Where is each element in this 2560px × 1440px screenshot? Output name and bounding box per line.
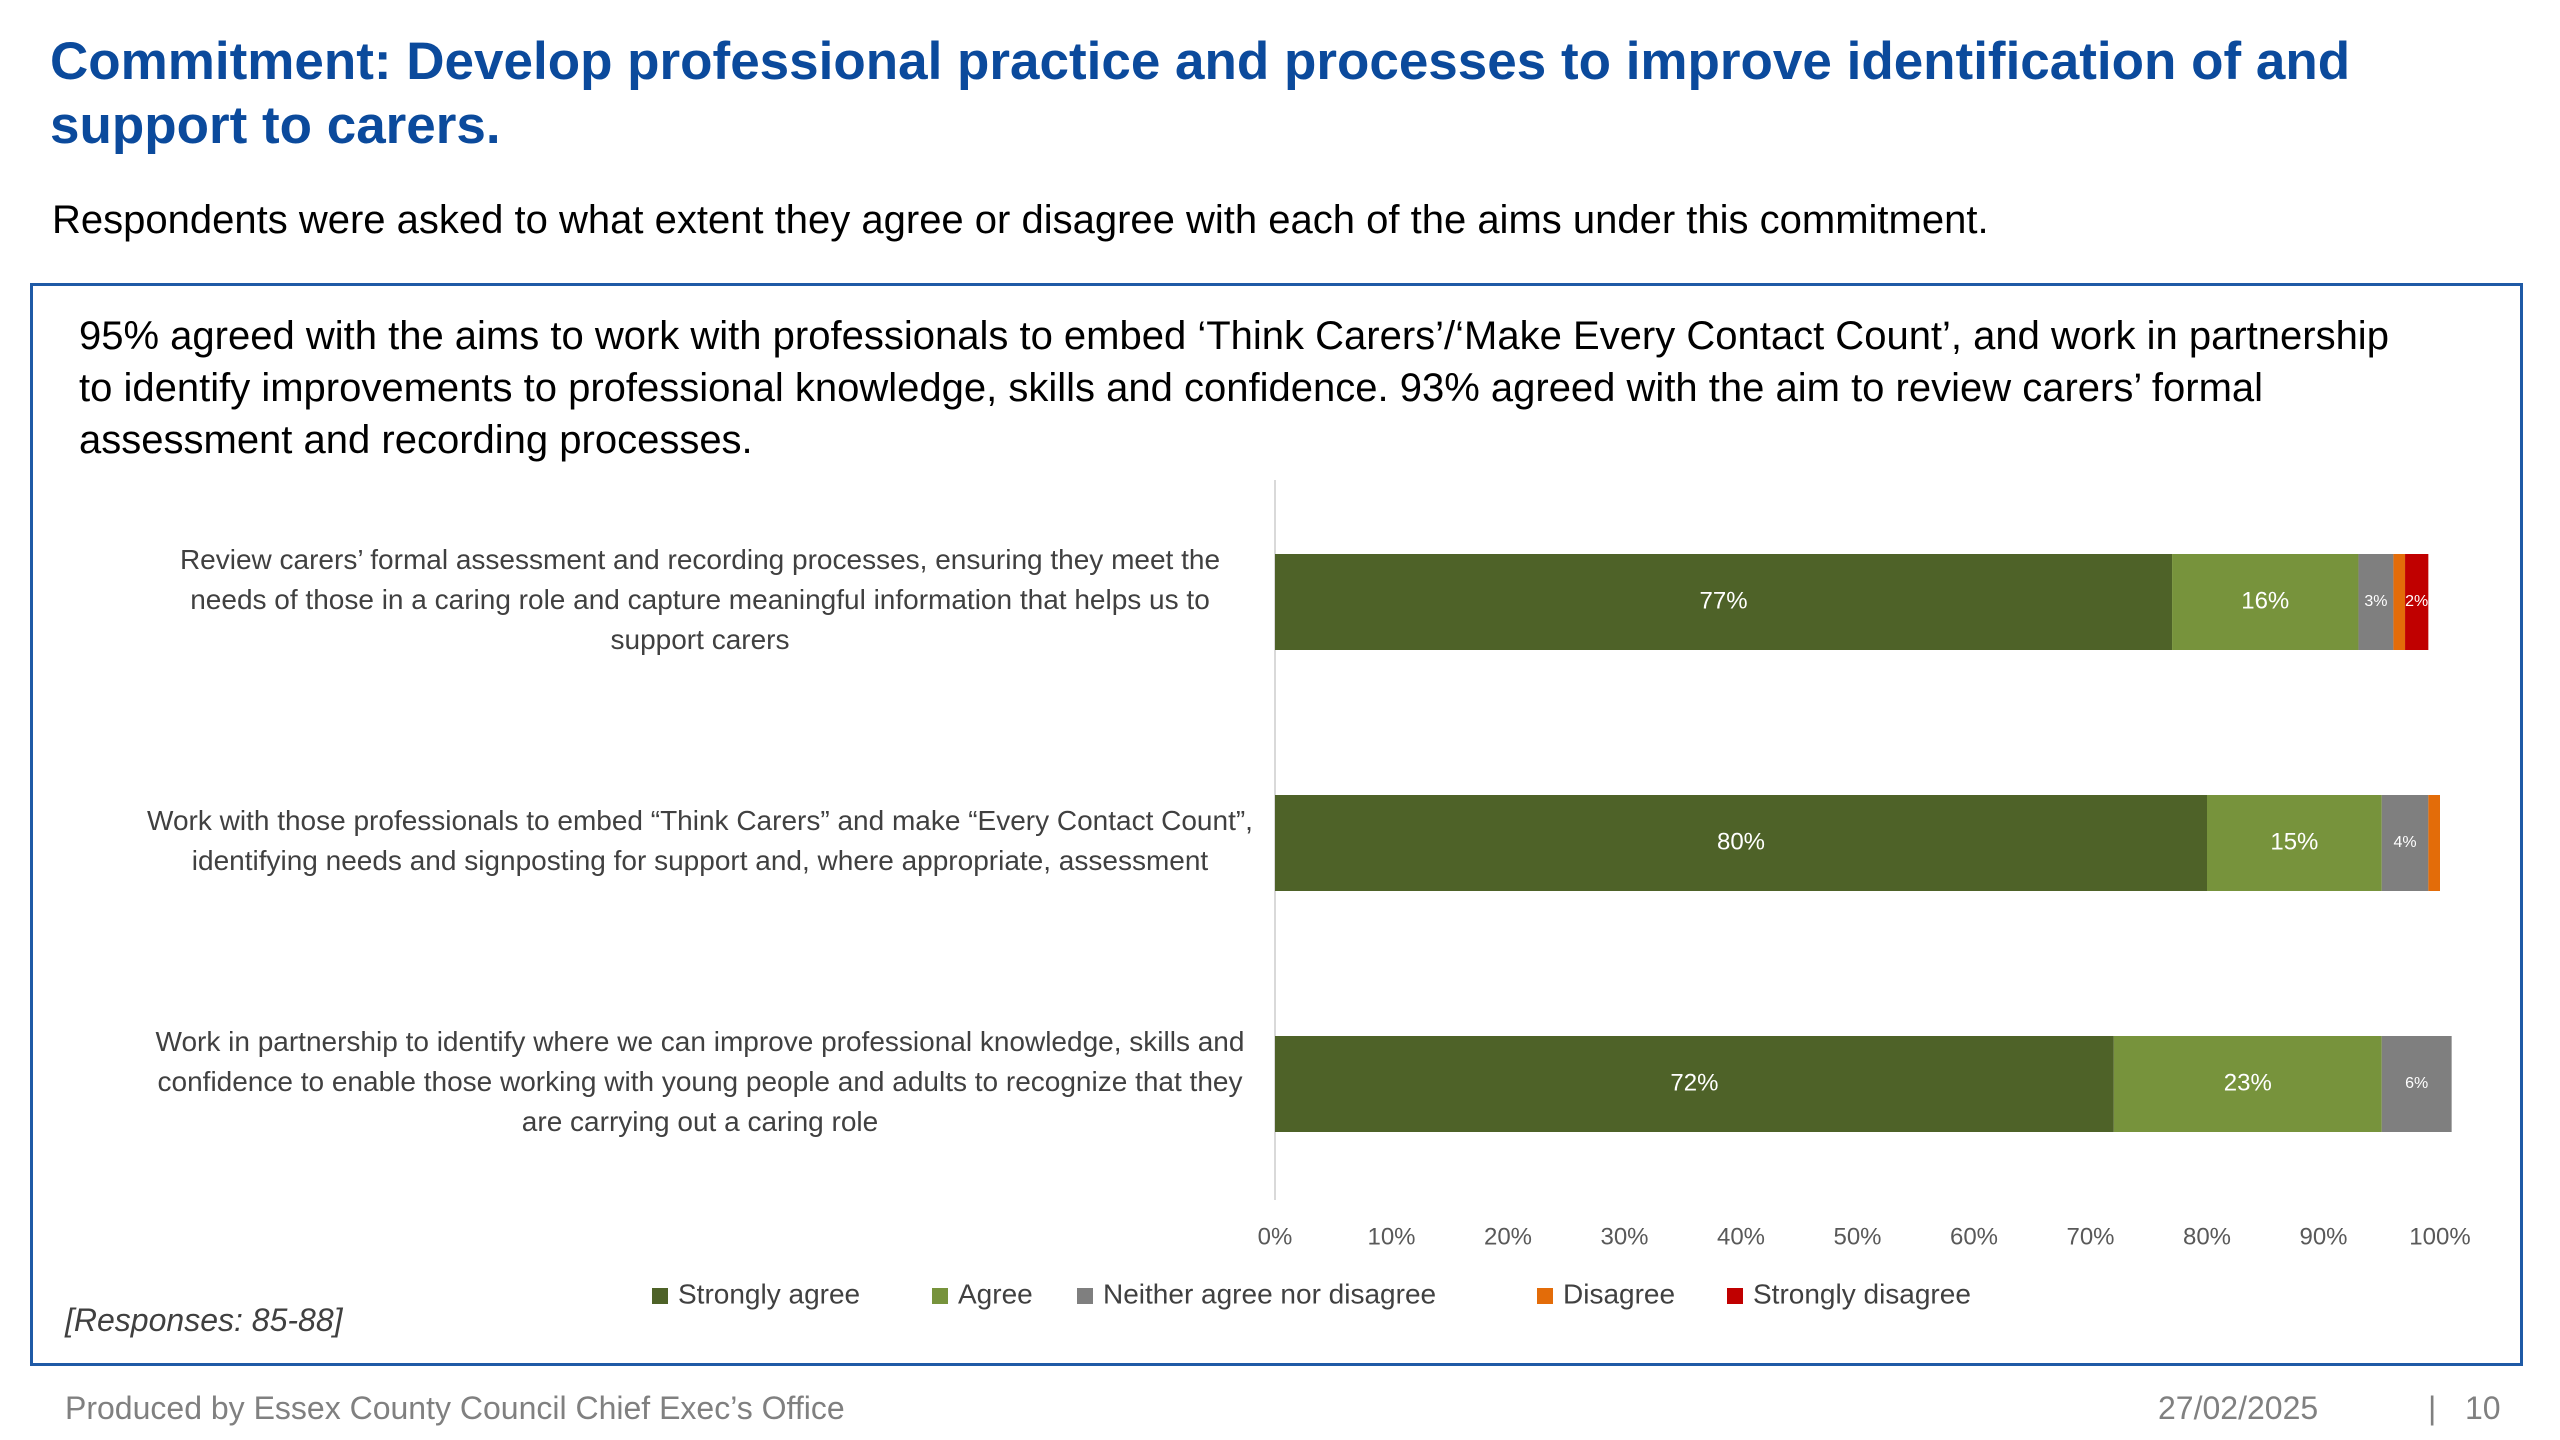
bar-segment [2172,554,2359,650]
bar-segment [1275,1036,2114,1132]
x-tick-label: 20% [1484,1223,1532,1250]
data-label: 16% [2241,587,2289,614]
legend-swatch [652,1288,668,1304]
x-tick-label: 0% [1258,1223,1293,1250]
x-tick-label: 70% [2066,1223,2114,1250]
chart-container: Review carers’ formal assessment and rec… [40,470,2520,1330]
page-title: Commitment: Develop professional practic… [50,32,2351,155]
bar-segment [2381,1036,2452,1132]
bar-segment [2428,795,2440,891]
bar-segment [1275,554,2173,650]
category-label: Review carers’ formal assessment and rec… [180,544,1220,655]
data-label: 15% [2270,828,2318,855]
footer-date: 27/02/2025 [2158,1390,2319,1426]
data-label: 4% [2393,834,2416,851]
legend-label: Disagree [1563,1278,1675,1309]
x-tick-label: 40% [1717,1223,1765,1250]
legend-label: Strongly disagree [1753,1278,1971,1309]
legend-swatch [1727,1288,1743,1304]
bar-segment [2113,1036,2382,1132]
bar-segment [1275,795,2207,891]
page-number: 10 [2465,1390,2501,1426]
footer-producer: Produced by Essex County Council Chief E… [65,1390,845,1426]
data-label: 72% [1670,1069,1718,1096]
category-label: Work in partnership to identify where we… [156,1026,1245,1137]
x-tick-label: 90% [2299,1223,2347,1250]
data-label: 2% [2405,593,2428,610]
x-tick-label: 80% [2183,1223,2231,1250]
bar-segment [2207,795,2382,891]
legend-label: Neither agree nor disagree [1103,1278,1436,1309]
x-tick-label: 100% [2409,1223,2470,1250]
legend-swatch [1537,1288,1553,1304]
legend-label: Agree [958,1278,1033,1309]
x-tick-label: 60% [1950,1223,1998,1250]
page-subtitle: Respondents were asked to what extent th… [52,198,1989,242]
bar-segment [2358,554,2394,650]
data-label: 23% [2224,1069,2272,1096]
data-label: 77% [1700,587,1748,614]
x-tick-label: 30% [1600,1223,1648,1250]
stacked-bar-chart: Review carers’ formal assessment and rec… [147,480,2471,1309]
legend-label: Strongly agree [678,1278,860,1309]
category-label: Work with those professionals to embed “… [147,805,1253,876]
x-tick-label: 50% [1833,1223,1881,1250]
data-label: 6% [2405,1075,2428,1092]
bar-segment [2381,795,2429,891]
chart-panel [30,283,2523,1366]
summary-text: 95% agreed with the aims to work with pr… [79,314,2389,462]
x-tick-label: 10% [1367,1223,1415,1250]
data-label: 80% [1717,828,1765,855]
footer-separator: | [2428,1390,2437,1426]
data-label: 3% [2364,593,2387,610]
legend-swatch [932,1288,948,1304]
responses-note: [Responses: 85-88] [65,1302,343,1338]
legend-swatch [1077,1288,1093,1304]
bar-segment [2405,554,2429,650]
bar-segment [2393,554,2406,650]
